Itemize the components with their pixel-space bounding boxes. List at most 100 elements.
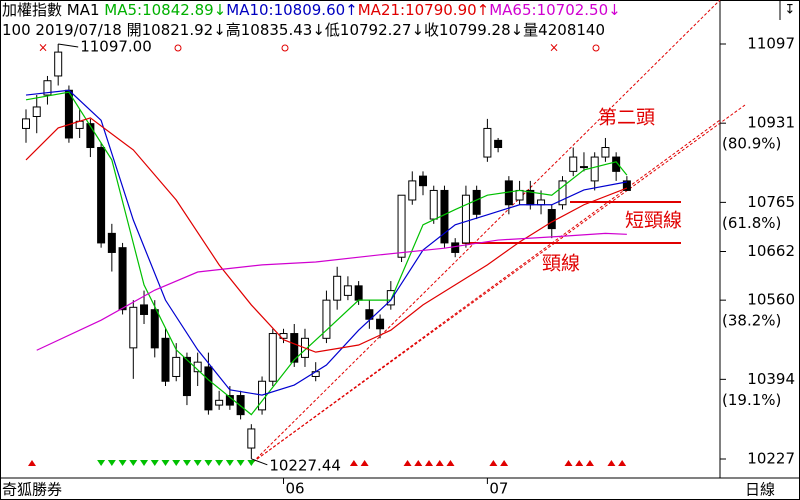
candle-body (97, 147, 106, 244)
y-tick-label: 10931 (747, 114, 795, 132)
candle-body (451, 242, 460, 253)
candle-body (32, 106, 41, 118)
candle-body (547, 209, 556, 230)
ma-line (25, 91, 628, 416)
y-tick-label: 10227 (747, 450, 795, 468)
signal-x: × (549, 41, 559, 55)
header-item: 加權指數 MA1 (2, 1, 104, 19)
candle-body (601, 147, 610, 158)
candle-body (419, 175, 428, 187)
candle-body (54, 51, 63, 77)
candle-body (86, 123, 95, 149)
y-tick-label: 10560 (747, 291, 795, 309)
signal-down (225, 460, 234, 466)
candle-body (204, 366, 213, 411)
candle-body (322, 299, 331, 339)
candle-body (612, 156, 621, 172)
candle-body (150, 309, 159, 349)
low-label: 10227.44 (269, 456, 341, 474)
y-tick-label: 10765 (747, 193, 795, 211)
candle-body (461, 194, 470, 244)
header-item: MA21:10790.90↑ (358, 1, 489, 19)
signal-up (607, 460, 616, 466)
signal-up (425, 460, 434, 466)
high-label: 11097.00 (80, 38, 152, 56)
candle-body (386, 290, 395, 306)
candle-body (43, 80, 52, 96)
period: 日線 (745, 481, 775, 499)
header: 加權指數 MA1 MA5:10842.89↓MA10:10809.60↑MA21… (2, 1, 621, 19)
candle-body (268, 333, 277, 382)
signal-down (247, 460, 256, 466)
candle-body (172, 356, 181, 377)
signal-up (349, 460, 358, 466)
candle-body (118, 247, 127, 311)
annotation: 第二頭 (598, 107, 655, 129)
ma-line (25, 89, 627, 396)
signal-down (193, 460, 202, 466)
candle-body (343, 285, 352, 296)
candle-body (64, 89, 73, 139)
candle-body (236, 395, 245, 416)
candle-body (408, 180, 417, 201)
x-tick-label: 07 (489, 480, 508, 498)
x-tick-label: 06 (286, 480, 305, 498)
annotation: 頸線 (542, 253, 580, 275)
candle-body (537, 199, 546, 206)
candle-body (472, 189, 481, 215)
candle-body (515, 189, 524, 201)
candle-body (333, 275, 342, 301)
annotation: 短頸線 (625, 210, 682, 232)
candle-body (215, 399, 224, 406)
candle-body (247, 428, 256, 449)
fib-label: (38.2%) (722, 312, 781, 330)
signal-up (618, 460, 627, 466)
candle-body (429, 189, 438, 220)
signal-down (172, 460, 181, 466)
candle-body (365, 309, 374, 320)
header-item: MA10:10809.60↑ (226, 1, 357, 19)
signal-up (414, 460, 423, 466)
signal-down (182, 460, 191, 466)
signal-down (150, 460, 159, 466)
candle-body (354, 285, 363, 301)
header-item: MA65:10702.50↓ (489, 1, 620, 19)
signal-o (592, 44, 600, 52)
candle-body (376, 318, 385, 330)
signal-o (281, 44, 289, 52)
y-tick-label: 11097 (747, 35, 795, 53)
signal-up (489, 460, 498, 466)
candle-body (483, 127, 492, 158)
signal-up (446, 460, 455, 466)
candle-body (622, 180, 631, 191)
candle-body (590, 156, 599, 182)
candle-body (107, 232, 116, 253)
candle-body (129, 306, 138, 349)
signal-up (28, 460, 36, 466)
signal-down (215, 460, 224, 466)
signal-up (360, 460, 369, 466)
signal-x: × (38, 41, 48, 55)
window-control[interactable]: ↧ (785, 3, 796, 18)
signal-up (575, 460, 584, 466)
signal-down (129, 460, 138, 466)
candle-body (311, 371, 320, 377)
candle-body (182, 356, 191, 397)
fib-label: (61.8%) (722, 214, 781, 232)
brand: 奇狐勝券 (2, 481, 62, 499)
leader (251, 458, 268, 466)
signal-down (97, 460, 106, 466)
header-item: 100 2019/07/18 開10821.92↓高10835.43↓低1079… (2, 21, 605, 39)
candle-body (140, 304, 149, 315)
quote: 100 2019/07/18 開10821.92↓高10835.43↓低1079… (2, 21, 605, 39)
fib-label: (19.1%) (722, 391, 781, 409)
neckline (462, 201, 681, 244)
candle-body (290, 333, 299, 363)
header-item: MA5:10842.89↓ (104, 1, 226, 19)
signal-down (236, 460, 245, 466)
y-tick-label: 10394 (747, 370, 795, 388)
candle-body (161, 337, 170, 382)
signal-triangles (28, 460, 627, 466)
